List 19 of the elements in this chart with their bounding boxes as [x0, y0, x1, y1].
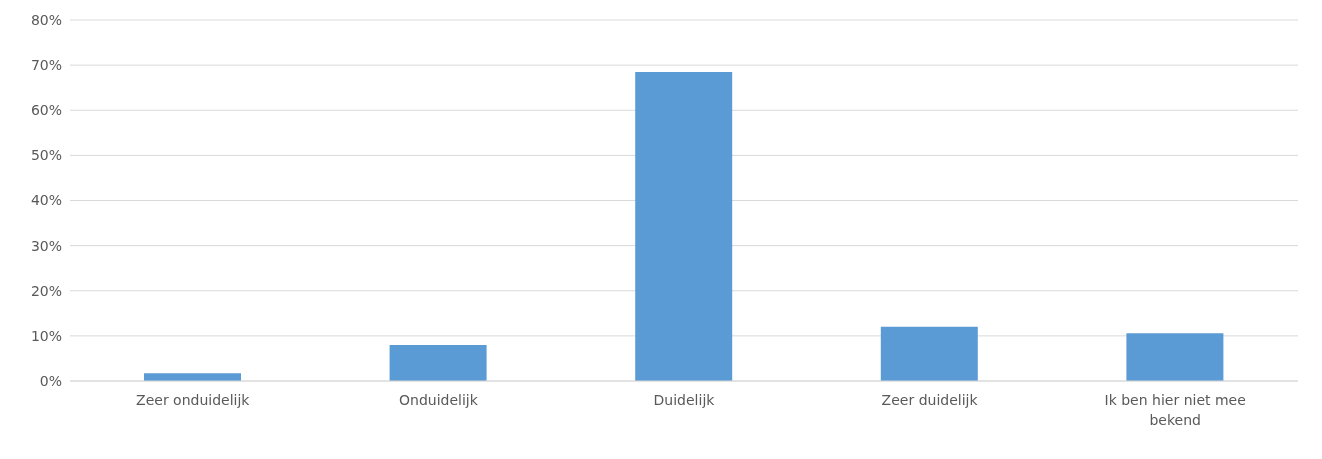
x-tick-label: Duidelijk	[653, 392, 716, 408]
y-tick-label: 60%	[30, 102, 62, 119]
bar	[1126, 333, 1224, 381]
y-tick-label: 40%	[30, 192, 62, 209]
y-tick-label: 70%	[30, 57, 62, 74]
x-tick-label: Ik ben hier niet mee bekend	[1104, 392, 1246, 428]
y-tick-label: 50%	[30, 147, 62, 164]
x-tick-label: Zeer onduidelijk	[136, 392, 251, 408]
x-tick-label: Zeer duidelijk	[881, 392, 979, 408]
bar	[389, 344, 487, 381]
bar	[635, 71, 733, 381]
y-tick-label: 30%	[30, 237, 62, 254]
bar	[880, 326, 978, 381]
x-tick-label: Onduidelijk	[398, 392, 479, 408]
y-tick-label: 0%	[39, 372, 62, 389]
y-tick-label: 80%	[30, 11, 62, 28]
bar	[144, 373, 241, 381]
y-tick-label: 10%	[30, 327, 62, 344]
y-tick-label: 20%	[30, 282, 62, 299]
